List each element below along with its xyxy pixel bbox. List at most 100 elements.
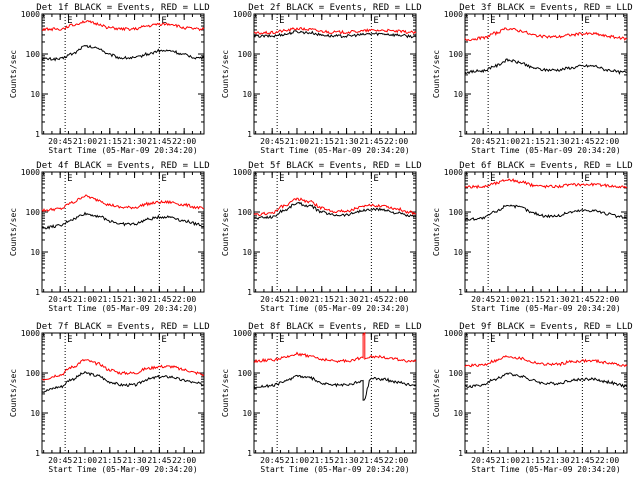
x-tick-label: 21:00	[73, 137, 97, 146]
x-tick-label: 21:45	[570, 137, 594, 146]
y-tick-label: 1000	[21, 168, 40, 177]
x-tick-label: 21:15	[521, 137, 545, 146]
plot-title: Det 2f BLACK = Events, RED = LLD	[248, 3, 421, 13]
x-tick-label: 22:00	[172, 295, 196, 304]
plot-title: Det 9f BLACK = Events, RED = LLD	[459, 322, 632, 332]
x-tick-label: 20:45	[48, 137, 72, 146]
x-tick-label: 20:45	[471, 295, 495, 304]
y-axis-label: Counts/sec	[221, 50, 230, 98]
y-tick-label: 10	[242, 409, 252, 418]
x-axis-label: Start Time (05-Mar-09 20:34:20)	[260, 146, 409, 155]
x-tick-label: 21:00	[285, 295, 309, 304]
lld-series-line	[253, 331, 417, 364]
lld-series-line	[41, 20, 205, 32]
marker-label: E	[490, 335, 495, 345]
y-tick-label: 100	[449, 50, 464, 59]
plot-panel: Det 6f BLACK = Events, RED = LLD 1 10 100 10…	[432, 161, 633, 313]
marker-label: E	[279, 335, 284, 345]
x-tick-label: 21:00	[73, 456, 97, 465]
x-tick-label: 21:15	[310, 456, 334, 465]
marker-label: E	[584, 335, 589, 345]
events-series-line	[464, 204, 628, 221]
x-tick-label: 20:45	[48, 456, 72, 465]
y-axis-label: Counts/sec	[9, 50, 18, 98]
y-tick-label: 1	[458, 288, 463, 297]
marker-label: E	[279, 16, 284, 26]
x-axis-label: Start Time (05-Mar-09 20:34:20)	[471, 304, 620, 313]
y-tick-label: 1000	[21, 329, 40, 338]
x-tick-label: 22:00	[384, 295, 408, 304]
x-tick-label: 21:15	[310, 295, 334, 304]
y-tick-label: 100	[449, 208, 464, 217]
x-tick-label: 21:30	[546, 295, 570, 304]
marker-label: E	[161, 174, 166, 184]
lld-series-line	[464, 27, 628, 42]
events-series-line	[464, 372, 628, 389]
plot-axes-box	[41, 171, 205, 293]
lld-series-line	[41, 194, 205, 213]
plot-title: Det 8f BLACK = Events, RED = LLD	[248, 322, 421, 332]
plot-axes-box	[41, 332, 205, 454]
x-axis-label: Start Time (05-Mar-09 20:34:20)	[471, 146, 620, 155]
x-tick-label: 21:00	[496, 295, 520, 304]
plot-panel: Det 4f BLACK = Events, RED = LLD 1 10 100 10…	[9, 161, 210, 313]
x-tick-label: 21:15	[98, 137, 122, 146]
x-tick-label: 21:15	[98, 295, 122, 304]
x-tick-label: 22:00	[384, 137, 408, 146]
y-tick-label: 1000	[444, 10, 463, 19]
plot-panel: Det 9f BLACK = Events, RED = LLD 1 10 100 10…	[432, 322, 633, 474]
plot-title: Det 6f BLACK = Events, RED = LLD	[459, 161, 632, 171]
x-tick-label: 21:15	[98, 456, 122, 465]
plot-panel: Det 3f BLACK = Events, RED = LLD 1 10 100 10…	[432, 3, 633, 155]
x-tick-label: 22:00	[595, 456, 619, 465]
events-series-line	[464, 58, 628, 76]
plot-axes-box	[464, 332, 628, 454]
x-tick-label: 22:00	[172, 137, 196, 146]
y-tick-label: 10	[242, 90, 252, 99]
x-tick-label: 21:45	[147, 137, 171, 146]
plot-panel: Det 1f BLACK = Events, RED = LLD 1 10 100 10…	[9, 3, 210, 155]
x-tick-label: 21:45	[570, 295, 594, 304]
plot-panel: Det 8f BLACK = Events, RED = LLD 1 10 100 10…	[221, 322, 422, 474]
y-tick-label: 1	[458, 130, 463, 139]
x-axis-label: Start Time (05-Mar-09 20:34:20)	[260, 465, 409, 474]
y-tick-label: 1000	[21, 10, 40, 19]
events-series-line	[41, 371, 205, 394]
lld-series-line	[253, 26, 417, 36]
x-tick-label: 22:00	[384, 456, 408, 465]
plot-title: Det 7f BLACK = Events, RED = LLD	[36, 322, 209, 332]
y-tick-label: 10	[453, 248, 463, 257]
y-tick-label: 1	[247, 288, 252, 297]
y-axis-label: Counts/sec	[9, 369, 18, 417]
plot-axes-box	[253, 13, 417, 135]
x-axis-label: Start Time (05-Mar-09 20:34:20)	[48, 304, 197, 313]
x-tick-label: 21:45	[147, 456, 171, 465]
y-axis-label: Counts/sec	[432, 208, 441, 256]
x-tick-label: 21:45	[359, 137, 383, 146]
plot-axes-box	[253, 332, 417, 454]
x-tick-label: 22:00	[595, 137, 619, 146]
marker-label: E	[161, 335, 166, 345]
y-tick-label: 1000	[233, 168, 252, 177]
plot-title: Det 4f BLACK = Events, RED = LLD	[36, 161, 209, 171]
y-tick-label: 10	[453, 409, 463, 418]
plot-title: Det 5f BLACK = Events, RED = LLD	[248, 161, 421, 171]
y-axis-label: Counts/sec	[432, 50, 441, 98]
marker-label: E	[279, 174, 284, 184]
marker-label: E	[67, 335, 72, 345]
y-axis-label: Counts/sec	[221, 369, 230, 417]
x-tick-label: 20:45	[48, 295, 72, 304]
x-tick-label: 21:00	[285, 137, 309, 146]
plot-panel: Det 7f BLACK = Events, RED = LLD 1 10 100 10…	[9, 322, 210, 474]
x-axis-label: Start Time (05-Mar-09 20:34:20)	[471, 465, 620, 474]
x-tick-label: 21:45	[359, 295, 383, 304]
plot-axes-box	[41, 13, 205, 135]
y-tick-label: 1	[247, 130, 252, 139]
y-tick-label: 10	[242, 248, 252, 257]
x-tick-label: 22:00	[172, 456, 196, 465]
marker-label: E	[373, 174, 378, 184]
events-series-line	[253, 374, 417, 401]
x-tick-label: 20:45	[471, 456, 495, 465]
x-tick-label: 21:30	[335, 456, 359, 465]
